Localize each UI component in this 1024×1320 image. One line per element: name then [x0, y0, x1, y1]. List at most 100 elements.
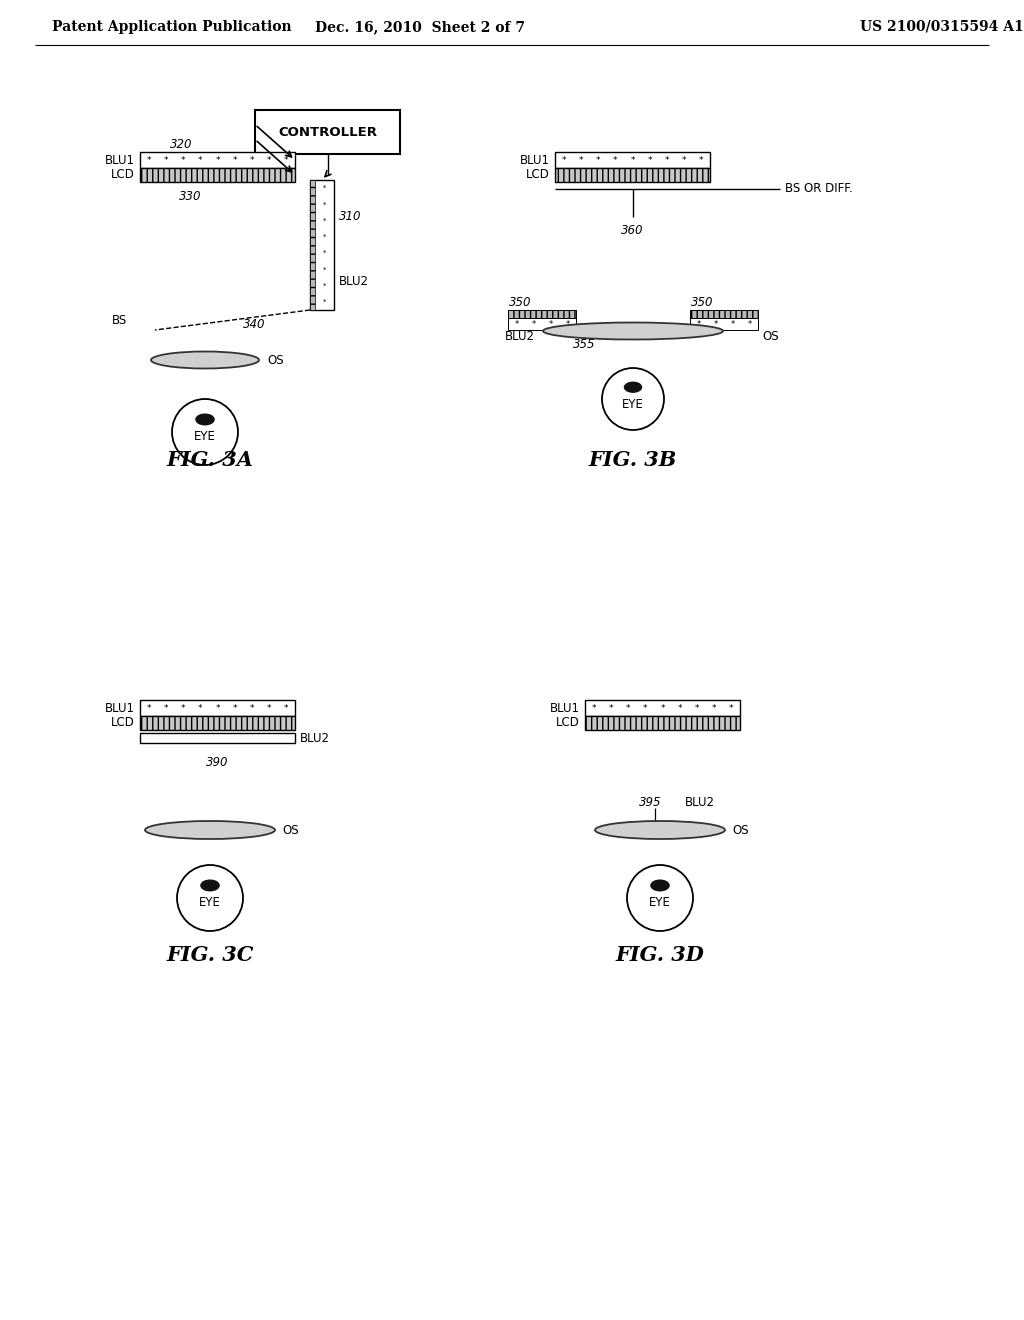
Ellipse shape	[543, 322, 723, 339]
Circle shape	[627, 865, 693, 931]
Text: CONTROLLER: CONTROLLER	[278, 125, 377, 139]
Text: *: *	[696, 319, 700, 329]
Text: BLU2: BLU2	[685, 796, 715, 808]
Text: OS: OS	[267, 354, 284, 367]
Text: LCD: LCD	[112, 717, 135, 730]
Text: FIG. 3A: FIG. 3A	[167, 450, 254, 470]
Text: *: *	[531, 319, 536, 329]
Text: *: *	[678, 704, 682, 713]
Text: 350: 350	[509, 296, 531, 309]
Text: *: *	[164, 156, 168, 165]
Bar	[140, 152, 295, 168]
Bar	[508, 310, 575, 318]
Text: *: *	[592, 704, 596, 713]
Bar	[140, 715, 295, 730]
Text: *: *	[198, 156, 203, 165]
Ellipse shape	[145, 821, 275, 840]
Text: *: *	[250, 704, 254, 713]
Text: *: *	[682, 156, 686, 165]
Text: *: *	[712, 704, 717, 713]
Text: *: *	[198, 704, 203, 713]
Text: *: *	[643, 704, 647, 713]
Text: *: *	[284, 156, 289, 165]
Bar	[585, 700, 740, 715]
Bar	[140, 733, 295, 743]
Text: 355: 355	[572, 338, 595, 351]
Ellipse shape	[625, 383, 641, 392]
Text: *: *	[514, 319, 518, 329]
Text: 340: 340	[244, 318, 266, 331]
Text: *: *	[699, 156, 703, 165]
Text: *: *	[324, 298, 327, 305]
Text: *: *	[324, 185, 327, 191]
Text: BLU2: BLU2	[300, 731, 330, 744]
Bar	[310, 180, 334, 310]
Bar	[508, 318, 575, 330]
Bar	[690, 310, 758, 318]
Text: *: *	[660, 704, 665, 713]
Text: *: *	[565, 319, 569, 329]
Ellipse shape	[651, 880, 669, 891]
Text: 310: 310	[339, 210, 361, 223]
Text: EYE: EYE	[622, 397, 644, 411]
Text: BLU1: BLU1	[520, 153, 550, 166]
Text: *: *	[284, 704, 289, 713]
Text: *: *	[215, 704, 220, 713]
Text: *: *	[647, 156, 652, 165]
Text: LCD: LCD	[112, 169, 135, 181]
Text: EYE: EYE	[649, 896, 671, 909]
Text: FIG. 3D: FIG. 3D	[615, 945, 705, 965]
Text: *: *	[748, 319, 752, 329]
Circle shape	[172, 399, 238, 465]
Text: OS: OS	[282, 824, 299, 837]
Text: 395: 395	[639, 796, 662, 808]
Text: *: *	[324, 282, 327, 289]
Text: Dec. 16, 2010  Sheet 2 of 7: Dec. 16, 2010 Sheet 2 of 7	[315, 20, 525, 34]
Text: FIG. 3C: FIG. 3C	[166, 945, 254, 965]
Text: 360: 360	[622, 224, 644, 238]
Text: FIG. 3B: FIG. 3B	[589, 450, 677, 470]
Ellipse shape	[201, 880, 219, 891]
Text: BLU1: BLU1	[550, 701, 580, 714]
Text: *: *	[181, 156, 185, 165]
Text: 320: 320	[170, 137, 193, 150]
Text: *: *	[730, 319, 734, 329]
Bar	[585, 715, 740, 730]
Text: *: *	[579, 156, 583, 165]
Text: *: *	[164, 704, 168, 713]
Text: BLU2: BLU2	[505, 330, 535, 342]
Text: BLU1: BLU1	[105, 701, 135, 714]
Circle shape	[602, 368, 664, 430]
Text: *: *	[324, 218, 327, 223]
Text: BLU1: BLU1	[105, 153, 135, 166]
Ellipse shape	[151, 351, 259, 368]
Text: BS: BS	[112, 314, 127, 326]
Text: *: *	[714, 319, 718, 329]
Text: LCD: LCD	[526, 169, 550, 181]
Text: OS: OS	[732, 824, 749, 837]
Text: 390: 390	[206, 755, 228, 768]
Text: *: *	[729, 704, 733, 713]
Text: *: *	[146, 704, 151, 713]
Text: *: *	[613, 156, 617, 165]
Text: OS: OS	[762, 330, 778, 342]
Bar	[555, 152, 710, 168]
Text: 330: 330	[179, 190, 202, 202]
Text: EYE: EYE	[195, 430, 216, 444]
Text: BS OR DIFF.: BS OR DIFF.	[785, 182, 853, 195]
Text: *: *	[146, 156, 151, 165]
Text: *: *	[267, 156, 271, 165]
Text: *: *	[596, 156, 600, 165]
Text: *: *	[324, 267, 327, 272]
Text: *: *	[181, 704, 185, 713]
Ellipse shape	[595, 821, 725, 840]
Text: *: *	[626, 704, 631, 713]
Text: Patent Application Publication: Patent Application Publication	[52, 20, 292, 34]
Text: *: *	[324, 249, 327, 256]
Text: *: *	[324, 202, 327, 207]
Text: US 2100/0315594 A1: US 2100/0315594 A1	[860, 20, 1024, 34]
Text: *: *	[608, 704, 613, 713]
Bar	[255, 110, 400, 154]
Text: *: *	[665, 156, 670, 165]
Bar	[140, 168, 295, 182]
